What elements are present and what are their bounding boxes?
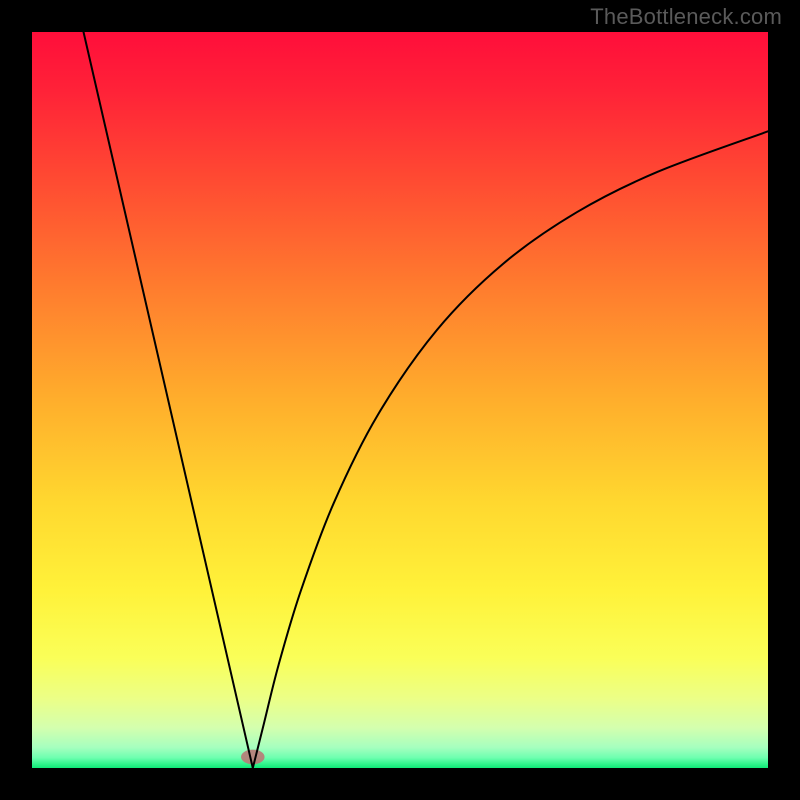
chart-container: TheBottleneck.com	[0, 0, 800, 800]
watermark-text: TheBottleneck.com	[590, 4, 782, 30]
plot-area	[32, 32, 768, 768]
plot-background-gradient	[32, 32, 768, 768]
